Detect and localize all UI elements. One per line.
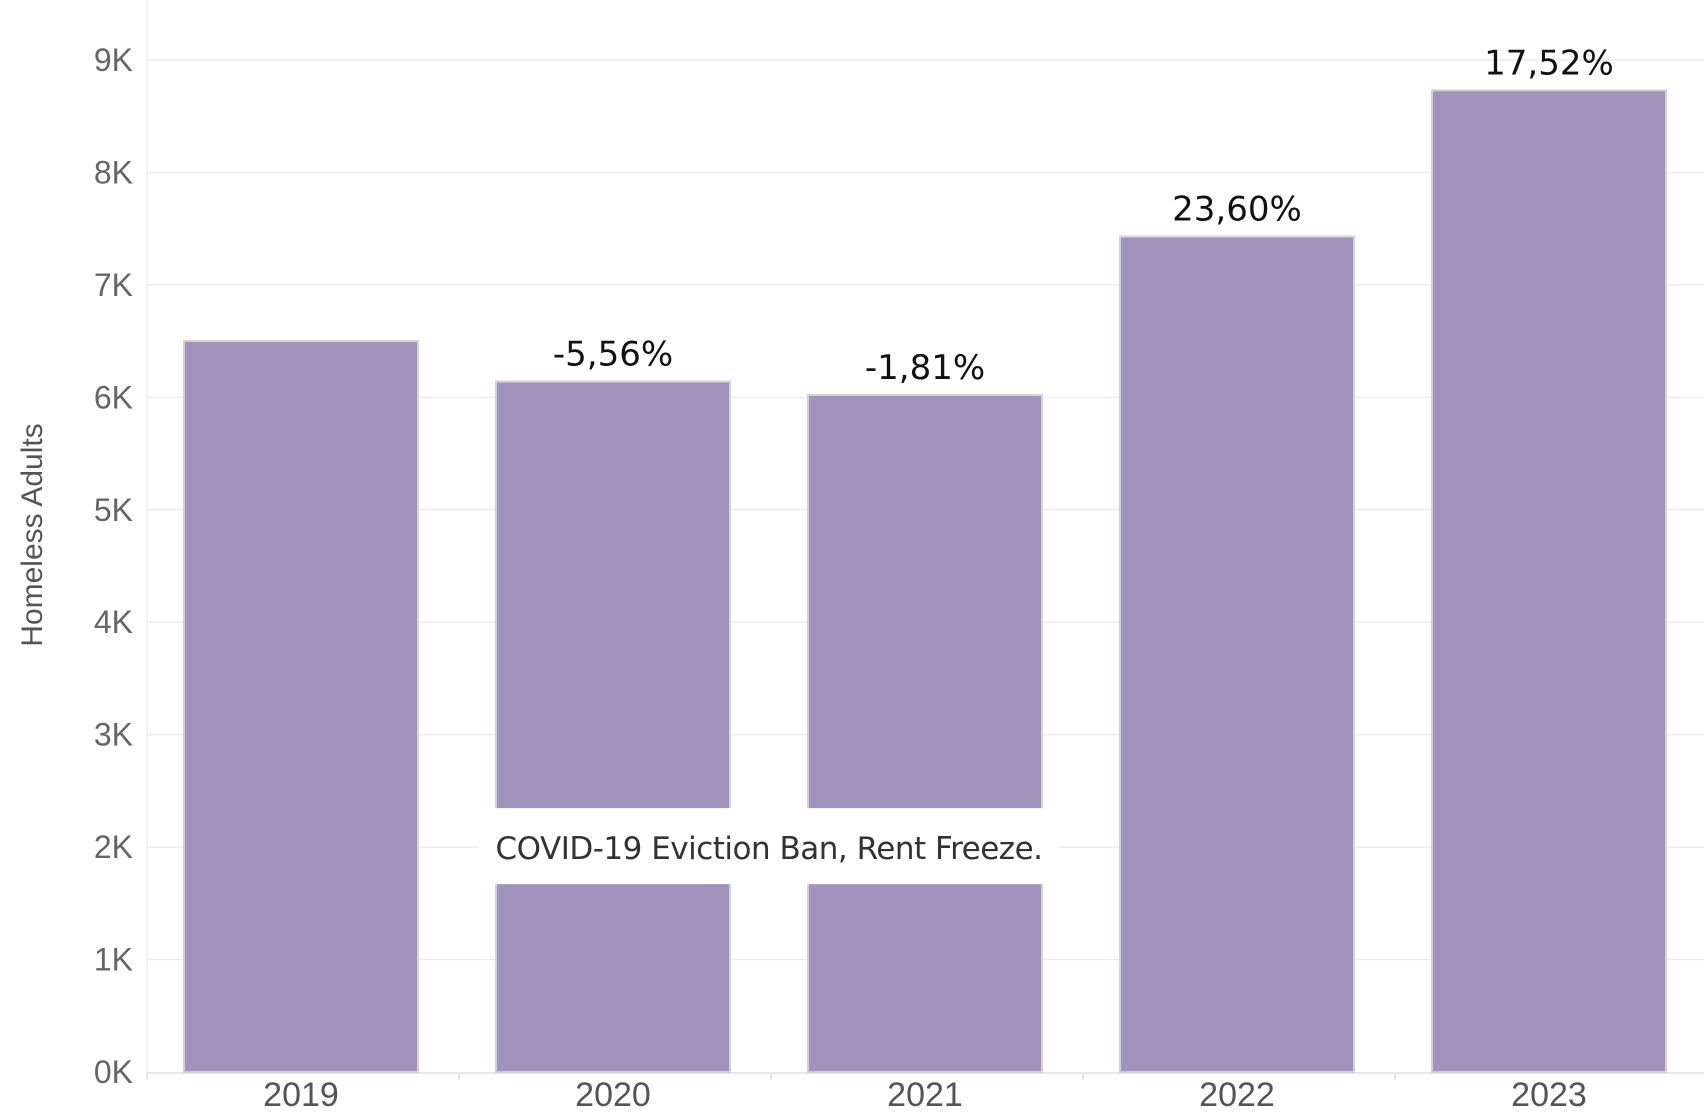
bar-2021 <box>807 394 1043 1073</box>
y-tick-label: 9K <box>94 42 133 78</box>
y-tick-label: 0K <box>94 1054 133 1090</box>
y-tick-label: 1K <box>94 942 133 978</box>
x-tick-label-2021: 2021 <box>887 1076 963 1114</box>
x-tick-label-2020: 2020 <box>575 1076 651 1114</box>
data-label-2023: 17,52% <box>1484 43 1614 83</box>
y-tick-label: 8K <box>94 154 133 190</box>
y-tick-label: 3K <box>94 717 133 753</box>
y-tick-label: 2K <box>94 829 133 865</box>
y-axis-ticks: 0K 1K 2K 3K 4K 5K 6K 7K 8K 9K <box>94 42 133 1090</box>
x-tick-label-2019: 2019 <box>263 1076 339 1114</box>
data-label-2022: 23,60% <box>1172 190 1302 230</box>
annotation-text: COVID-19 Eviction Ban, Rent Freeze. <box>495 831 1042 867</box>
x-tick-label-2023: 2023 <box>1511 1076 1587 1114</box>
y-tick-label: 7K <box>94 267 133 303</box>
y-tick-label: 5K <box>94 492 133 528</box>
data-label-2020: -5,56% <box>553 335 673 375</box>
y-tick-label: 6K <box>94 379 133 415</box>
bar-2020 <box>495 380 731 1073</box>
bar-2019 <box>183 340 419 1074</box>
data-label-2021: -1,81% <box>865 348 985 388</box>
bar-2023 <box>1431 89 1667 1074</box>
data-labels: -5,56% -1,81% 23,60% 17,52% <box>553 43 1614 388</box>
y-tick-label: 4K <box>94 604 133 640</box>
y-axis-title: Homeless Adults <box>16 423 49 646</box>
x-axis-ticks: 2019 2020 2021 2022 2023 <box>263 1076 1587 1114</box>
x-tick-label-2022: 2022 <box>1199 1076 1275 1114</box>
bar-2022 <box>1119 235 1355 1073</box>
bars <box>183 89 1667 1074</box>
annotation-group: COVID-19 Eviction Ban, Rent Freeze. <box>479 808 1059 885</box>
annotation-background <box>479 808 1059 885</box>
